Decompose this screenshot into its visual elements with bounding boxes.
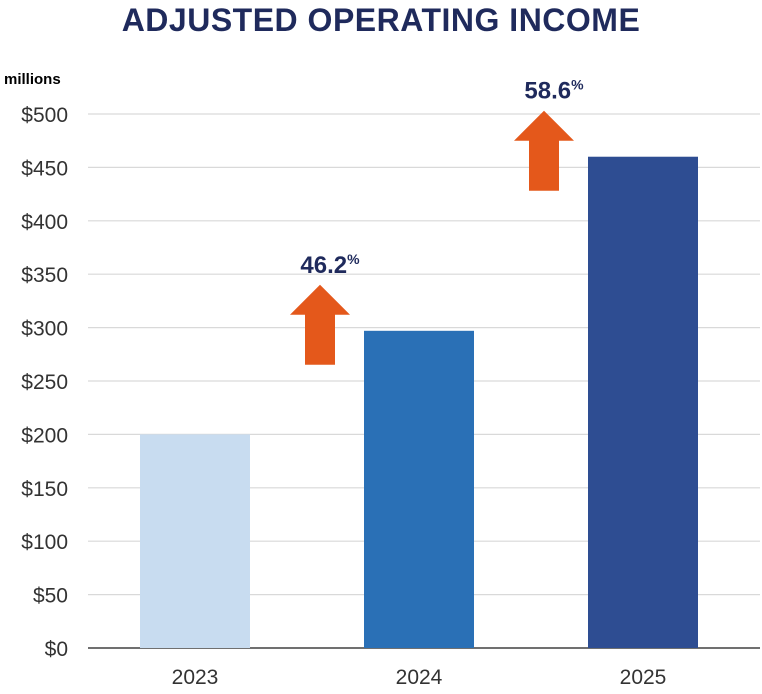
y-tick-label: $500 — [21, 104, 68, 127]
growth-percent-value: 58.6 — [524, 78, 571, 105]
growth-percent-label: 46.2% — [300, 251, 360, 279]
x-tick-label: 2025 — [620, 666, 667, 689]
y-tick-label: $300 — [21, 318, 68, 341]
y-tick-label: $450 — [21, 157, 68, 180]
y-tick-label: $0 — [45, 638, 68, 661]
y-tick-label: $400 — [21, 211, 68, 234]
x-tick-label: 2024 — [396, 666, 443, 689]
growth-percent-sign: % — [347, 251, 360, 267]
x-tick-label: 2023 — [172, 666, 219, 689]
growth-percent-sign: % — [571, 77, 584, 93]
growth-percent-label: 58.6% — [524, 77, 584, 105]
y-axis-units-label: millions — [4, 71, 61, 88]
y-tick-label: $50 — [33, 585, 68, 608]
y-tick-label: $100 — [21, 531, 68, 554]
bar-2025 — [588, 156, 698, 648]
bar-2023 — [140, 434, 250, 648]
y-tick-label: $200 — [21, 424, 68, 447]
chart-title: ADJUSTED OPERATING INCOME — [121, 2, 641, 38]
y-tick-label: $250 — [21, 371, 68, 394]
y-tick-label: $150 — [21, 478, 68, 501]
up-arrow-icon — [290, 284, 350, 365]
up-arrow-icon — [514, 110, 574, 191]
bar-2024 — [364, 330, 474, 648]
y-tick-label: $350 — [21, 264, 68, 287]
growth-percent-value: 46.2 — [300, 252, 347, 279]
